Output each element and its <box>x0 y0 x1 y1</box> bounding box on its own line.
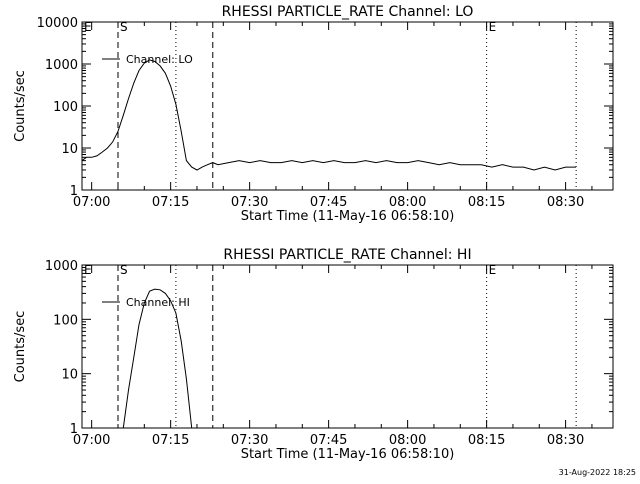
x-axis-label: Start Time (11-May-16 06:58:10) <box>241 447 455 462</box>
x-tick-label: 07:15 <box>152 195 189 210</box>
x-tick-label: 08:00 <box>389 433 426 448</box>
y-tick-label: 10000 <box>37 16 78 31</box>
plot-frame <box>81 21 614 191</box>
legend-label: Channel: LO <box>126 53 193 66</box>
event-marker-label: E <box>489 20 497 34</box>
event-marker-label: E <box>84 20 92 34</box>
legend-label: Channel: HI <box>126 296 190 309</box>
x-tick-label: 08:30 <box>547 195 584 210</box>
series-line <box>122 288 193 429</box>
y-tick-label: 10 <box>61 368 78 383</box>
x-tick-label: 08:15 <box>468 195 505 210</box>
y-axis-label: Counts/sec <box>13 70 28 142</box>
series-line <box>81 59 577 171</box>
y-tick-label: 1 <box>70 184 78 199</box>
event-marker-label: E <box>84 263 92 277</box>
x-tick-label: 07:15 <box>152 433 189 448</box>
y-tick-label: 1000 <box>45 58 78 73</box>
x-tick-label: 07:00 <box>73 433 110 448</box>
x-tick-label: 08:30 <box>547 433 584 448</box>
x-tick-label: 07:30 <box>231 195 268 210</box>
plot-frame <box>81 264 614 429</box>
y-tick-label: 100 <box>53 313 78 328</box>
x-tick-label: 08:15 <box>468 433 505 448</box>
x-axis-label: Start Time (11-May-16 06:58:10) <box>241 209 455 224</box>
chart-title: RHESSI PARTICLE_RATE Channel: HI <box>223 247 471 263</box>
chart-title: RHESSI PARTICLE_RATE Channel: LO <box>222 4 474 20</box>
y-tick-label: 100 <box>53 100 78 115</box>
x-tick-label: 07:00 <box>73 195 110 210</box>
y-axis-label: Counts/sec <box>13 311 28 383</box>
chart-panel-1: RHESSI PARTICLE_RATE Channel: LO Counts/s… <box>13 4 614 224</box>
x-tick-label: 08:00 <box>389 195 426 210</box>
footer-timestamp: 31-Aug-2022 18:25 <box>559 468 636 477</box>
x-tick-label: 07:45 <box>310 195 347 210</box>
chart-panel-2: RHESSI PARTICLE_RATE Channel: HI Counts/s… <box>13 247 614 462</box>
x-tick-label: 07:30 <box>231 433 268 448</box>
x-tick-label: 07:45 <box>310 433 347 448</box>
y-tick-label: 1000 <box>45 259 78 274</box>
event-marker-label: S <box>120 20 128 34</box>
y-tick-label: 10 <box>61 142 78 157</box>
event-marker-label: E <box>489 263 497 277</box>
event-marker-label: S <box>120 263 128 277</box>
y-tick-label: 1 <box>70 422 78 437</box>
